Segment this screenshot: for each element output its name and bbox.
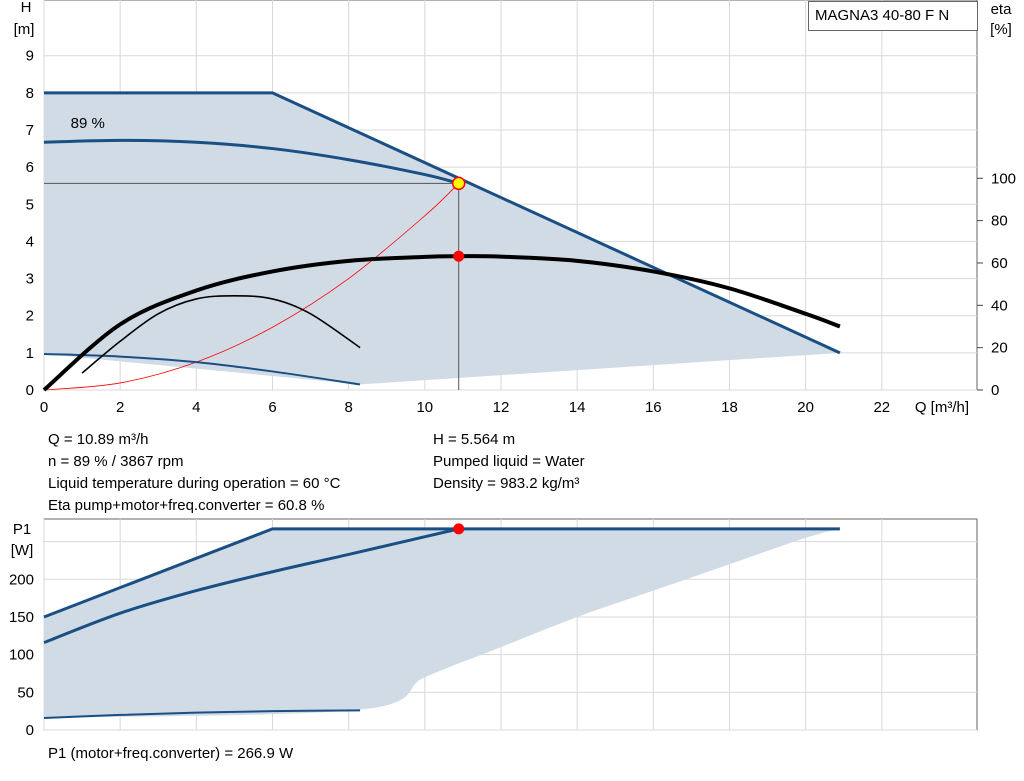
head-x-tick-label: 18 bbox=[721, 399, 738, 416]
power-curve-max bbox=[43, 527, 840, 619]
power-y-tick-label: 50 bbox=[17, 684, 34, 701]
speed-readout: n = 89 % / 3867 rpm bbox=[48, 453, 184, 470]
head-x-tick-label: 12 bbox=[493, 399, 510, 416]
power-curve-min bbox=[43, 709, 361, 719]
head-x-tick-label: 16 bbox=[645, 399, 662, 416]
power-y-tick-label: 0 bbox=[26, 722, 34, 739]
eta-y-tick-label: 0 bbox=[991, 382, 999, 399]
head-y-axis-name: H bbox=[21, 0, 32, 16]
head-x-tick-label: 22 bbox=[873, 399, 890, 416]
head-x-tick-label: 6 bbox=[268, 399, 276, 416]
eta-y-tick-label: 80 bbox=[991, 213, 1008, 230]
head-y-tick-label: 8 bbox=[26, 85, 34, 102]
head-curve-89 bbox=[43, 138, 460, 185]
eta-curve-min bbox=[81, 294, 361, 374]
flow-readout: Q = 10.89 m³/h bbox=[48, 431, 149, 448]
eta-axis-name: eta bbox=[991, 1, 1013, 18]
power-y-tick-label: 150 bbox=[9, 609, 34, 626]
head-x-tick-label: 20 bbox=[797, 399, 814, 416]
eta-y-tick-label: 40 bbox=[991, 297, 1008, 314]
duty-point-head bbox=[451, 176, 466, 191]
head-x-axis-label: Q [m³/h] bbox=[915, 399, 969, 416]
model-label: MAGNA3 40-80 F N bbox=[808, 1, 978, 31]
eta-y-tick-label: 20 bbox=[991, 340, 1008, 357]
power-y-axis-name: P1 bbox=[13, 521, 31, 538]
head-x-tick-label: 14 bbox=[569, 399, 586, 416]
system-curve bbox=[43, 183, 459, 391]
eta-y-tick-label: 60 bbox=[991, 255, 1008, 272]
head-y-tick-label: 9 bbox=[26, 48, 34, 65]
efficiency-readout: Eta pump+motor+freq.converter = 60.8 % bbox=[48, 497, 325, 514]
head-y-tick-label: 3 bbox=[26, 271, 34, 288]
head-curve-max bbox=[44, 91, 841, 355]
eta-y-tick-label: 100 bbox=[991, 170, 1016, 187]
density-readout: Density = 983.2 kg/m³ bbox=[433, 475, 580, 492]
liquid-readout: Pumped liquid = Water bbox=[433, 453, 585, 470]
head-y-tick-label: 6 bbox=[26, 159, 34, 176]
duty-info-right: H = 5.564 m Pumped liquid = Water Densit… bbox=[433, 429, 585, 495]
head-y-axis-unit: [m] bbox=[14, 21, 35, 38]
eta-axis-unit: [%] bbox=[990, 21, 1012, 38]
head-x-tick-label: 10 bbox=[416, 399, 433, 416]
duty-point-power bbox=[453, 523, 465, 535]
power-y-axis-unit: [W] bbox=[11, 542, 34, 559]
duty-point-eta bbox=[453, 250, 465, 262]
head-x-tick-label: 8 bbox=[344, 399, 352, 416]
head-y-tick-label: 5 bbox=[26, 196, 34, 213]
head-x-tick-label: 2 bbox=[116, 399, 124, 416]
power-readout: P1 (motor+freq.converter) = 266.9 W bbox=[48, 745, 294, 762]
head-y-tick-label: 2 bbox=[26, 308, 34, 325]
head-x-tick-label: 4 bbox=[192, 399, 200, 416]
head-y-tick-label: 4 bbox=[26, 233, 34, 250]
head-operating-envelope bbox=[44, 92, 840, 385]
head-y-tick-label: 7 bbox=[26, 122, 34, 139]
power-operating-envelope bbox=[44, 528, 840, 718]
head-y-tick-label: 1 bbox=[26, 345, 34, 362]
power-curve-89 bbox=[43, 527, 460, 644]
duty-info-left: Q = 10.89 m³/h n = 89 % / 3867 rpm Liqui… bbox=[48, 429, 340, 517]
temperature-readout: Liquid temperature during operation = 60… bbox=[48, 475, 341, 492]
head-x-tick-label: 0 bbox=[40, 399, 48, 416]
power-y-tick-label: 200 bbox=[9, 571, 34, 588]
head-y-tick-label: 0 bbox=[26, 382, 34, 399]
speed-label: 89 % bbox=[71, 115, 105, 132]
head-curve-min bbox=[43, 352, 361, 386]
head-readout: H = 5.564 m bbox=[433, 431, 516, 448]
power-y-tick-label: 100 bbox=[9, 647, 34, 664]
